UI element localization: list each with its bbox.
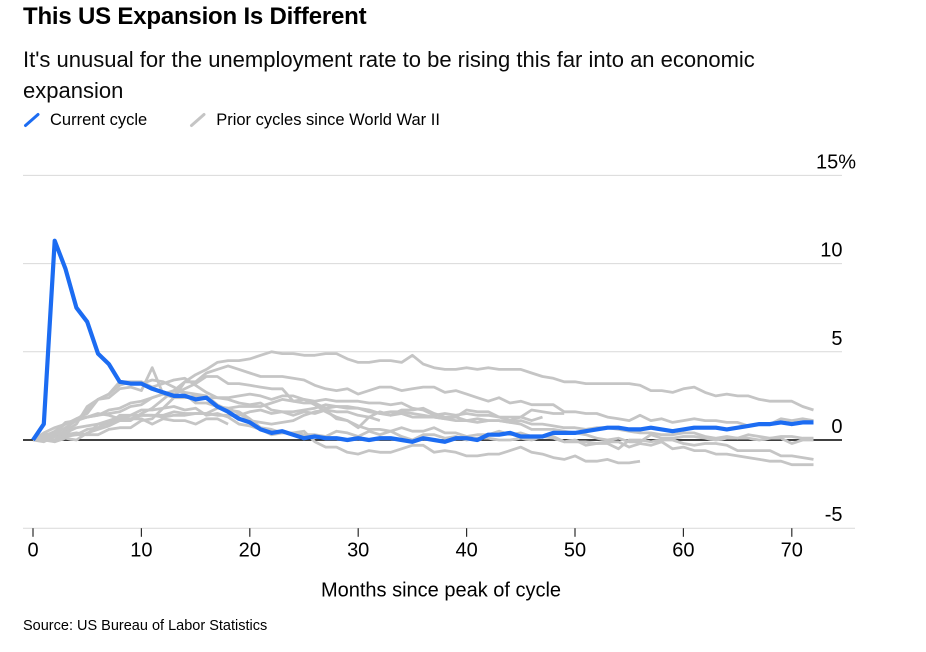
y-axis-label--5: -5 (825, 504, 843, 526)
series-prior-cycle-09 (32, 397, 814, 445)
x-axis-label-10: 10 (130, 540, 152, 562)
source-note: Source: US Bureau of Labor Statistics (23, 618, 268, 634)
series-prior-cycle-11 (33, 350, 814, 444)
x-axis-label-20: 20 (239, 540, 261, 562)
y-axis-label-0: 0 (831, 416, 842, 438)
x-axis-label-70: 70 (781, 540, 803, 562)
chart-subtitle: It's unusual for the unemployment rate t… (23, 47, 755, 103)
y-axis-label-15: 15% (816, 151, 856, 173)
series-current-cycle (31, 238, 814, 444)
y-axis-label-5: 5 (831, 328, 842, 350)
x-axis-label-0: 0 (27, 540, 38, 562)
series-prior-cycle-01 (32, 366, 641, 465)
legend-item-prior-cycles: Prior cycles since World War II (189, 111, 440, 130)
series-prior-cycle-10 (32, 403, 814, 442)
y-axis-label-10: 10 (820, 240, 842, 262)
series-prior-cycle-02 (32, 376, 565, 442)
page-title: This US Expansion Is Different (23, 3, 367, 30)
x-axis-label-50: 50 (564, 540, 586, 562)
legend-label-prior-cycles: Prior cycles since World War II (216, 111, 440, 129)
legend: Current cycle Prior cycles since World W… (23, 111, 440, 130)
legend-label-current-cycle: Current cycle (50, 111, 148, 129)
series-prior-cycle-06 (32, 364, 814, 442)
x-axis-label-60: 60 (672, 540, 694, 562)
legend-item-current-cycle: Current cycle (23, 111, 147, 130)
x-axis-title: Months since peak of cycle (321, 580, 561, 602)
x-axis-label-40: 40 (455, 540, 477, 562)
current-cycle-line-mark-icon (24, 113, 40, 127)
x-axis-label-30: 30 (347, 540, 369, 562)
prior-cycles-line-mark-icon (190, 113, 206, 127)
